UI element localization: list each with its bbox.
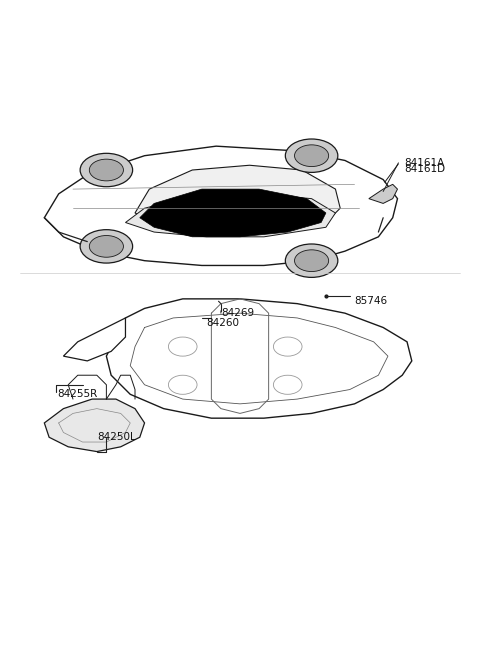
Text: 84250L: 84250L [97, 432, 135, 442]
Ellipse shape [285, 244, 338, 277]
Polygon shape [107, 299, 412, 418]
Ellipse shape [274, 375, 302, 394]
Text: 84269: 84269 [221, 309, 254, 318]
Text: 84260: 84260 [206, 318, 240, 328]
Polygon shape [63, 318, 125, 361]
Text: 85746: 85746 [355, 296, 388, 307]
Polygon shape [369, 184, 397, 204]
Polygon shape [140, 189, 326, 237]
Ellipse shape [168, 337, 197, 356]
Ellipse shape [80, 153, 132, 187]
Ellipse shape [274, 337, 302, 356]
Polygon shape [44, 399, 144, 451]
Ellipse shape [295, 145, 329, 166]
Text: 84161D: 84161D [405, 164, 446, 174]
Ellipse shape [89, 236, 123, 257]
Ellipse shape [89, 159, 123, 181]
Ellipse shape [80, 230, 132, 263]
Ellipse shape [295, 250, 329, 272]
Ellipse shape [168, 375, 197, 394]
Polygon shape [44, 146, 397, 265]
Polygon shape [135, 165, 340, 232]
Text: 84255R: 84255R [58, 389, 98, 400]
Polygon shape [125, 194, 336, 237]
Ellipse shape [285, 139, 338, 172]
Text: 84161A: 84161A [405, 158, 445, 168]
